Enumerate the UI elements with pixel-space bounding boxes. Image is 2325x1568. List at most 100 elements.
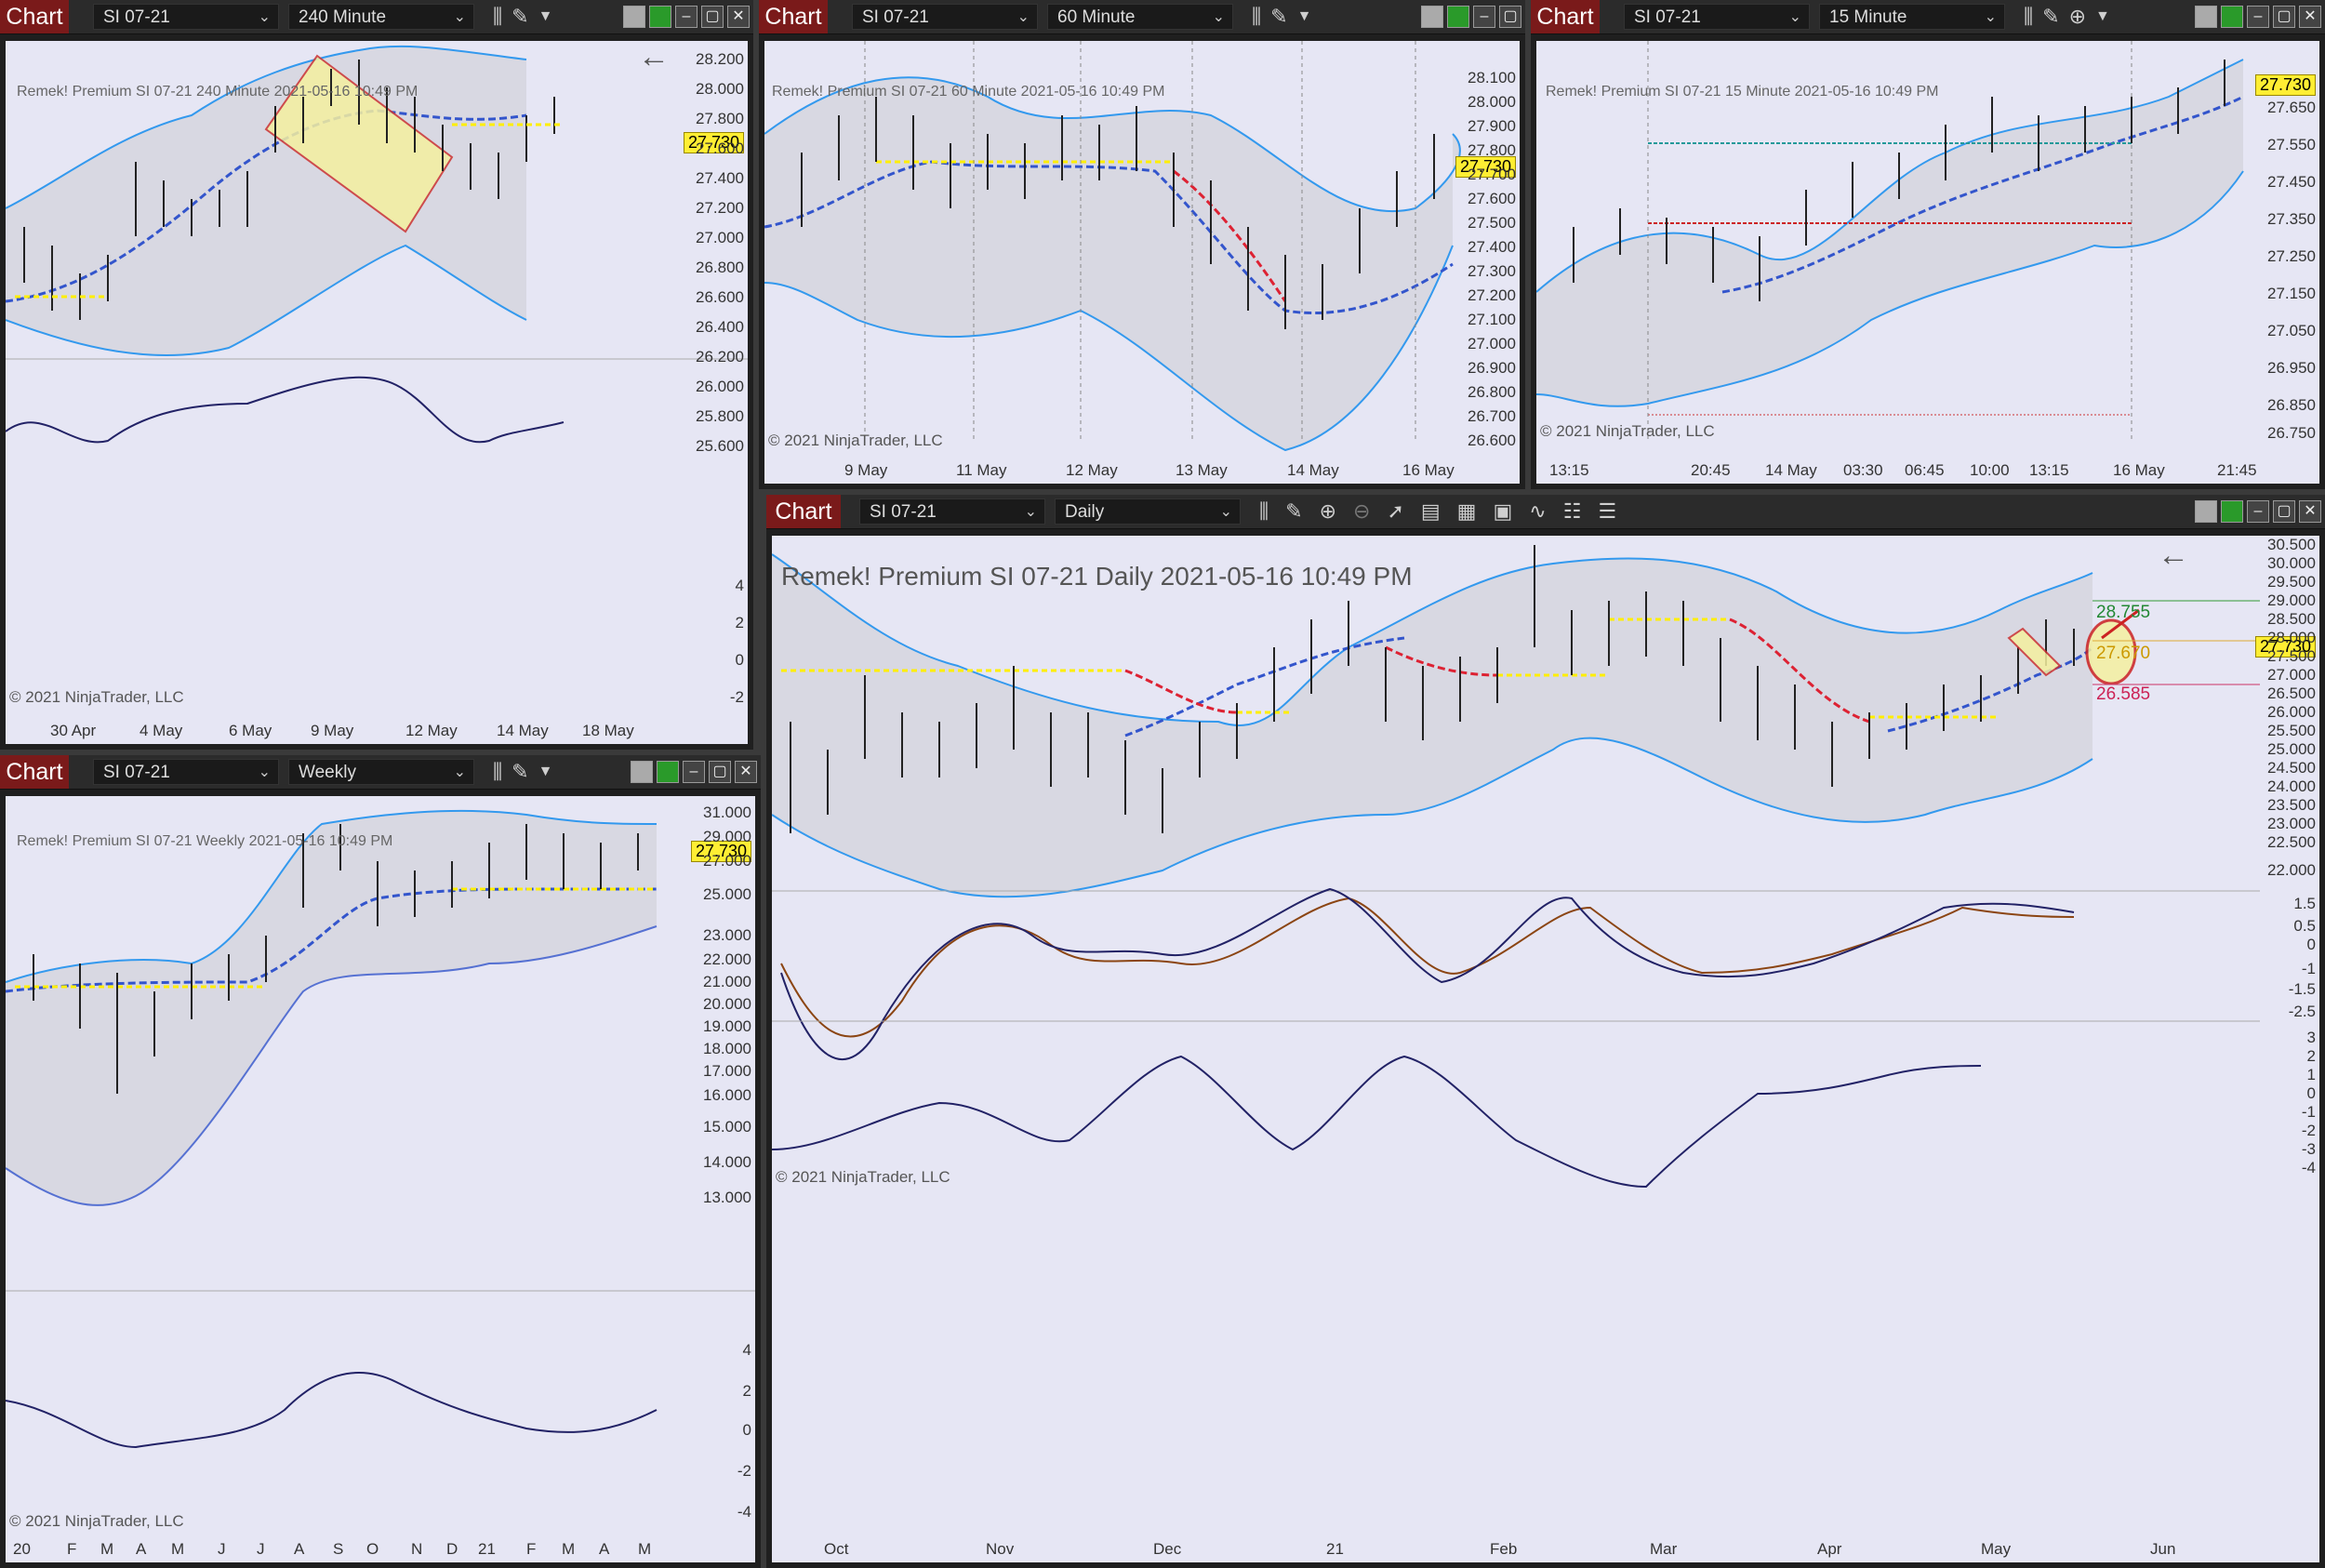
maximize-button[interactable]: ▢ [701, 6, 724, 28]
chart-plot-area[interactable]: Remek! Premium SI 07-21 240 Minute 2021-… [6, 39, 748, 744]
interval-selector[interactable]: 60 Minute ⌄ [1047, 4, 1233, 30]
chart-toolbar: Chart SI 07-21 ⌄ 60 Minute ⌄ ⫼ ✎ ▼ – ▢ [759, 0, 1525, 34]
x-axis-label: A [294, 1540, 305, 1558]
chart-tab[interactable]: Chart [766, 495, 841, 528]
x-axis-label: 13:15 [2029, 461, 2069, 479]
zoom-out-icon[interactable]: ⊖ [1353, 499, 1371, 523]
maximize-button[interactable]: ▢ [709, 761, 731, 783]
minimize-button[interactable]: – [1473, 6, 1495, 28]
indicators-icon[interactable]: ∿ [1529, 499, 1547, 523]
price-tick: 28.000 [696, 80, 744, 98]
strategies-icon[interactable]: ▣ [1493, 499, 1513, 523]
window-color-button[interactable] [2195, 6, 2217, 28]
x-axis-label: 06:45 [1905, 461, 1945, 479]
window-link-button[interactable] [2221, 500, 2243, 523]
candle-group [23, 60, 555, 320]
instrument-selector[interactable]: SI 07-21 ⌄ [852, 4, 1038, 30]
bar-type-icon[interactable]: ⫼ [493, 5, 503, 28]
window-link-button[interactable] [1447, 6, 1469, 28]
chart-tab[interactable]: Chart [0, 755, 69, 789]
x-axis-label: Apr [1817, 1540, 1842, 1558]
chart-header: Remek! Premium SI 07-21 Weekly 2021-05-1… [17, 833, 393, 849]
close-button[interactable]: ✕ [2299, 500, 2321, 523]
interval-value: Weekly [299, 763, 356, 782]
maximize-button[interactable]: ▢ [1499, 6, 1521, 28]
interval-selector[interactable]: 240 Minute ⌄ [288, 4, 474, 30]
window-link-button[interactable] [2221, 6, 2243, 28]
close-button[interactable]: ✕ [2299, 6, 2321, 28]
drawing-tool-icon[interactable]: ✎ [2042, 5, 2060, 28]
minimize-button[interactable]: – [2247, 500, 2269, 523]
instrument-selector[interactable]: SI 07-21 ⌄ [93, 759, 279, 785]
window-color-button[interactable] [1421, 6, 1443, 28]
window-color-button[interactable] [2195, 500, 2217, 523]
maximize-button[interactable]: ▢ [2273, 500, 2295, 523]
interval-selector[interactable]: Daily ⌄ [1055, 498, 1241, 525]
bar-type-icon[interactable]: ⫼ [2024, 5, 2034, 28]
chart-tab[interactable]: Chart [759, 0, 828, 33]
window-color-button[interactable] [631, 761, 653, 783]
chart-plot-area[interactable]: Remek! Premium SI 07-21 60 Minute 2021-0… [764, 41, 1520, 484]
chart-plot-area[interactable]: Remek! Premium SI 07-21 Weekly 2021-05-1… [6, 796, 755, 1562]
templates-icon[interactable]: ▦ [1456, 499, 1477, 523]
window-link-button[interactable] [649, 6, 671, 28]
chevron-down-icon: ⌄ [1219, 504, 1232, 520]
price-tick: 20.000 [703, 995, 751, 1013]
instrument-selector[interactable]: SI 07-21 ⌄ [93, 4, 279, 30]
chart-panel-daily: Chart SI 07-21 ⌄ Daily ⌄ ⫼ ✎ ⊕ ⊖ ➚ ▤ ▦ ▣ ∿… [766, 495, 2325, 1568]
bar-type-icon[interactable]: ⫼ [1259, 499, 1269, 523]
chevron-down-icon[interactable]: ▼ [538, 8, 553, 24]
list-icon[interactable]: ☰ [1598, 499, 1617, 523]
price-tick: 17.000 [703, 1062, 751, 1080]
zoom-in-icon[interactable]: ⊕ [1319, 499, 1336, 523]
price-tick: 27.350 [2267, 210, 2316, 228]
price-tick: 27.100 [1468, 311, 1516, 328]
chevron-down-icon[interactable]: ▼ [538, 764, 553, 779]
price-tick: 25.500 [2267, 722, 2316, 739]
bar-type-icon[interactable]: ⫼ [493, 760, 503, 783]
drawing-tool-icon[interactable]: ✎ [1270, 5, 1288, 28]
instrument-selector[interactable]: SI 07-21 ⌄ [1624, 4, 1810, 30]
chart-plot-area[interactable]: Remek! Premium SI 07-21 Daily 2021-05-16… [772, 536, 2319, 1562]
chart-panel-15min: Chart SI 07-21 ⌄ 15 Minute ⌄ ⫼ ✎ ⊕ ▼ – ▢ ✕ [1531, 0, 2325, 489]
back-arrow-icon[interactable]: ← [2158, 538, 2189, 573]
price-tick: 27.900 [1468, 117, 1516, 135]
instrument-selector[interactable]: SI 07-21 ⌄ [859, 498, 1045, 525]
properties-icon[interactable]: ☷ [1562, 499, 1582, 523]
chevron-down-icon[interactable]: ▼ [1296, 8, 1312, 24]
drawing-tool-icon[interactable]: ✎ [512, 760, 529, 783]
pointer-icon[interactable]: ➚ [1387, 499, 1404, 523]
copyright-text: © 2021 NinjaTrader, LLC [1540, 422, 1715, 440]
interval-selector[interactable]: Weekly ⌄ [288, 759, 474, 785]
indicator-tick: -2 [737, 1462, 751, 1480]
data-box-icon[interactable]: ▤ [1420, 499, 1441, 523]
price-tick: 27.050 [2267, 322, 2316, 339]
x-axis-label: 13:15 [1549, 461, 1589, 479]
window-color-button[interactable] [623, 6, 645, 28]
maximize-button[interactable]: ▢ [2273, 6, 2295, 28]
chart-header: Remek! Premium SI 07-21 Daily 2021-05-16… [781, 562, 1413, 591]
minimize-button[interactable]: – [683, 761, 705, 783]
close-button[interactable]: ✕ [727, 6, 750, 28]
x-axis-label: 18 May [582, 722, 634, 739]
zoom-icon[interactable]: ⊕ [2068, 5, 2086, 28]
price-tick: 27.700 [1468, 166, 1516, 183]
minimize-button[interactable]: – [2247, 6, 2269, 28]
chevron-down-icon[interactable]: ▼ [2095, 8, 2110, 24]
interval-selector[interactable]: 15 Minute ⌄ [1819, 4, 2005, 30]
chart-tab[interactable]: Chart [1531, 0, 1600, 33]
minimize-button[interactable]: – [675, 6, 698, 28]
price-tick: 27.000 [696, 229, 744, 246]
bar-type-icon[interactable]: ⫼ [1252, 5, 1262, 28]
back-arrow-icon[interactable]: ← [638, 39, 670, 74]
drawing-tool-icon[interactable]: ✎ [1285, 499, 1303, 523]
interval-value: 15 Minute [1829, 7, 1907, 27]
drawing-tool-icon[interactable]: ✎ [512, 5, 529, 28]
window-link-button[interactable] [657, 761, 679, 783]
close-button[interactable]: ✕ [735, 761, 757, 783]
interval-value: Daily [1065, 502, 1105, 522]
price-tick: 26.850 [2267, 396, 2316, 414]
chart-tab[interactable]: Chart [0, 0, 69, 33]
chart-plot-area[interactable]: Remek! Premium SI 07-21 15 Minute 2021-0… [1536, 41, 2319, 484]
x-axis-label: 21:45 [2217, 461, 2257, 479]
